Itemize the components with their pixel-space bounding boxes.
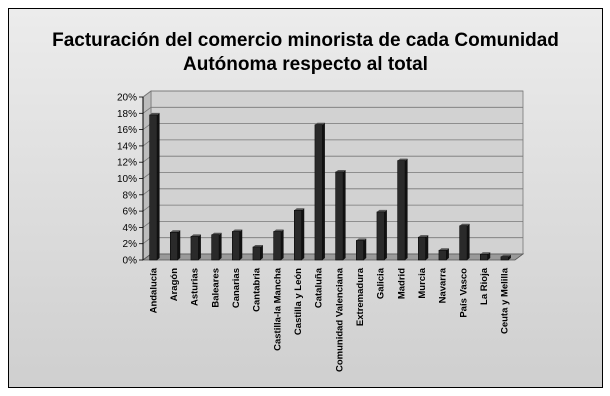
bar-top — [438, 248, 449, 251]
bar — [500, 256, 509, 261]
bar-top — [500, 254, 511, 257]
x-tick-label: País Vasco — [458, 268, 469, 318]
bar — [190, 236, 199, 261]
bar-top — [356, 238, 367, 241]
x-tick-label: Cataluña — [314, 267, 325, 308]
x-tick-label: Aragón — [169, 268, 180, 301]
x-tick-label: Madrid — [396, 268, 407, 299]
bar-top — [418, 235, 429, 238]
bar — [273, 231, 282, 261]
bar — [335, 171, 344, 261]
y-tick-label: 12% — [117, 158, 137, 169]
bar — [252, 246, 261, 261]
bar-top — [232, 229, 243, 232]
bar-top — [480, 252, 491, 255]
x-tick-label: Canarias — [231, 268, 242, 308]
x-tick-label: Comunidad Valenciana — [334, 267, 345, 372]
bar-top — [149, 112, 160, 115]
bar-side — [363, 238, 367, 260]
chart-frame: Facturación del comercio minorista de ca… — [8, 8, 603, 388]
bar-top — [459, 223, 470, 226]
chart-title: Facturación del comercio minorista de ca… — [9, 29, 602, 77]
y-tick-label: 8% — [123, 190, 138, 201]
y-gridline-side — [142, 90, 152, 98]
bar-top — [335, 169, 346, 172]
bar-side — [405, 158, 408, 260]
bar — [170, 232, 178, 261]
bar-side — [239, 229, 243, 260]
bar — [397, 160, 406, 261]
x-tick-label: Ceuta y Melilla — [500, 267, 511, 334]
bar-top — [376, 209, 387, 212]
bar-chart: 0% 2% 4% 6% 8% 10% 12% 14% 16% 18% 20% Andalucía Ara… — [117, 90, 525, 372]
bar-side — [343, 169, 346, 260]
y-tick-label: 6% — [123, 207, 138, 218]
x-tick-label: Murcia — [417, 267, 428, 298]
bar — [314, 124, 323, 261]
y-tick-label: 2% — [123, 239, 138, 250]
bar-top — [314, 122, 325, 125]
bar-side — [301, 208, 305, 260]
y-tick-label: 16% — [117, 125, 137, 136]
y-tick-label: 20% — [117, 93, 137, 104]
bar — [459, 225, 468, 261]
bar-top — [170, 230, 181, 233]
x-tick-label: Cantabria — [252, 267, 263, 312]
y-gridline-side — [142, 106, 152, 114]
bar-top — [252, 244, 263, 247]
bar-top — [294, 208, 305, 211]
x-tick-label: Extremadura — [355, 267, 366, 326]
bar-side — [198, 234, 201, 260]
y-tick-label: 10% — [117, 174, 137, 185]
bar — [149, 114, 158, 261]
bar-top — [273, 229, 284, 232]
bar-side — [219, 232, 222, 260]
bar-side — [467, 223, 470, 260]
bar-top — [397, 158, 408, 161]
bar-top — [211, 232, 222, 235]
x-tick-label: Andalucía — [148, 267, 159, 313]
y-tick-label: 0% — [123, 256, 138, 267]
chart-title-line-2: Autónoma respecto al total — [183, 54, 428, 75]
bar-side — [281, 229, 284, 260]
x-tick-label: Baleares — [210, 268, 221, 308]
bar — [418, 236, 426, 261]
bar-side — [157, 112, 160, 261]
bar — [438, 249, 447, 261]
bar-side — [177, 230, 181, 260]
x-tick-label: La Rioja — [479, 267, 490, 305]
x-tick-label: Castilla-la Mancha — [272, 267, 283, 351]
x-tick-label: Asturias — [190, 268, 201, 306]
bar — [211, 234, 220, 261]
bar — [232, 231, 240, 261]
chart-title-line-1: Facturación del comercio minorista de ca… — [52, 30, 559, 51]
bar-side — [322, 122, 325, 261]
x-tick-label: Navarra — [438, 267, 449, 303]
bar-side — [508, 254, 511, 260]
bar — [356, 240, 364, 261]
bar-side — [260, 244, 263, 260]
bar — [294, 210, 302, 261]
y-tick-label: 4% — [123, 223, 138, 234]
bar-side — [487, 252, 491, 260]
x-tick-label: Castilla y León — [293, 268, 304, 335]
y-tick-label: 14% — [117, 141, 137, 152]
bar-side — [446, 248, 449, 260]
bar-side — [384, 209, 387, 260]
bar-side — [425, 235, 429, 260]
y-tick-label: 18% — [117, 109, 137, 120]
x-tick-label: Galicia — [376, 267, 387, 299]
bar-top — [190, 234, 201, 237]
bar — [376, 211, 385, 261]
bar — [480, 254, 488, 261]
